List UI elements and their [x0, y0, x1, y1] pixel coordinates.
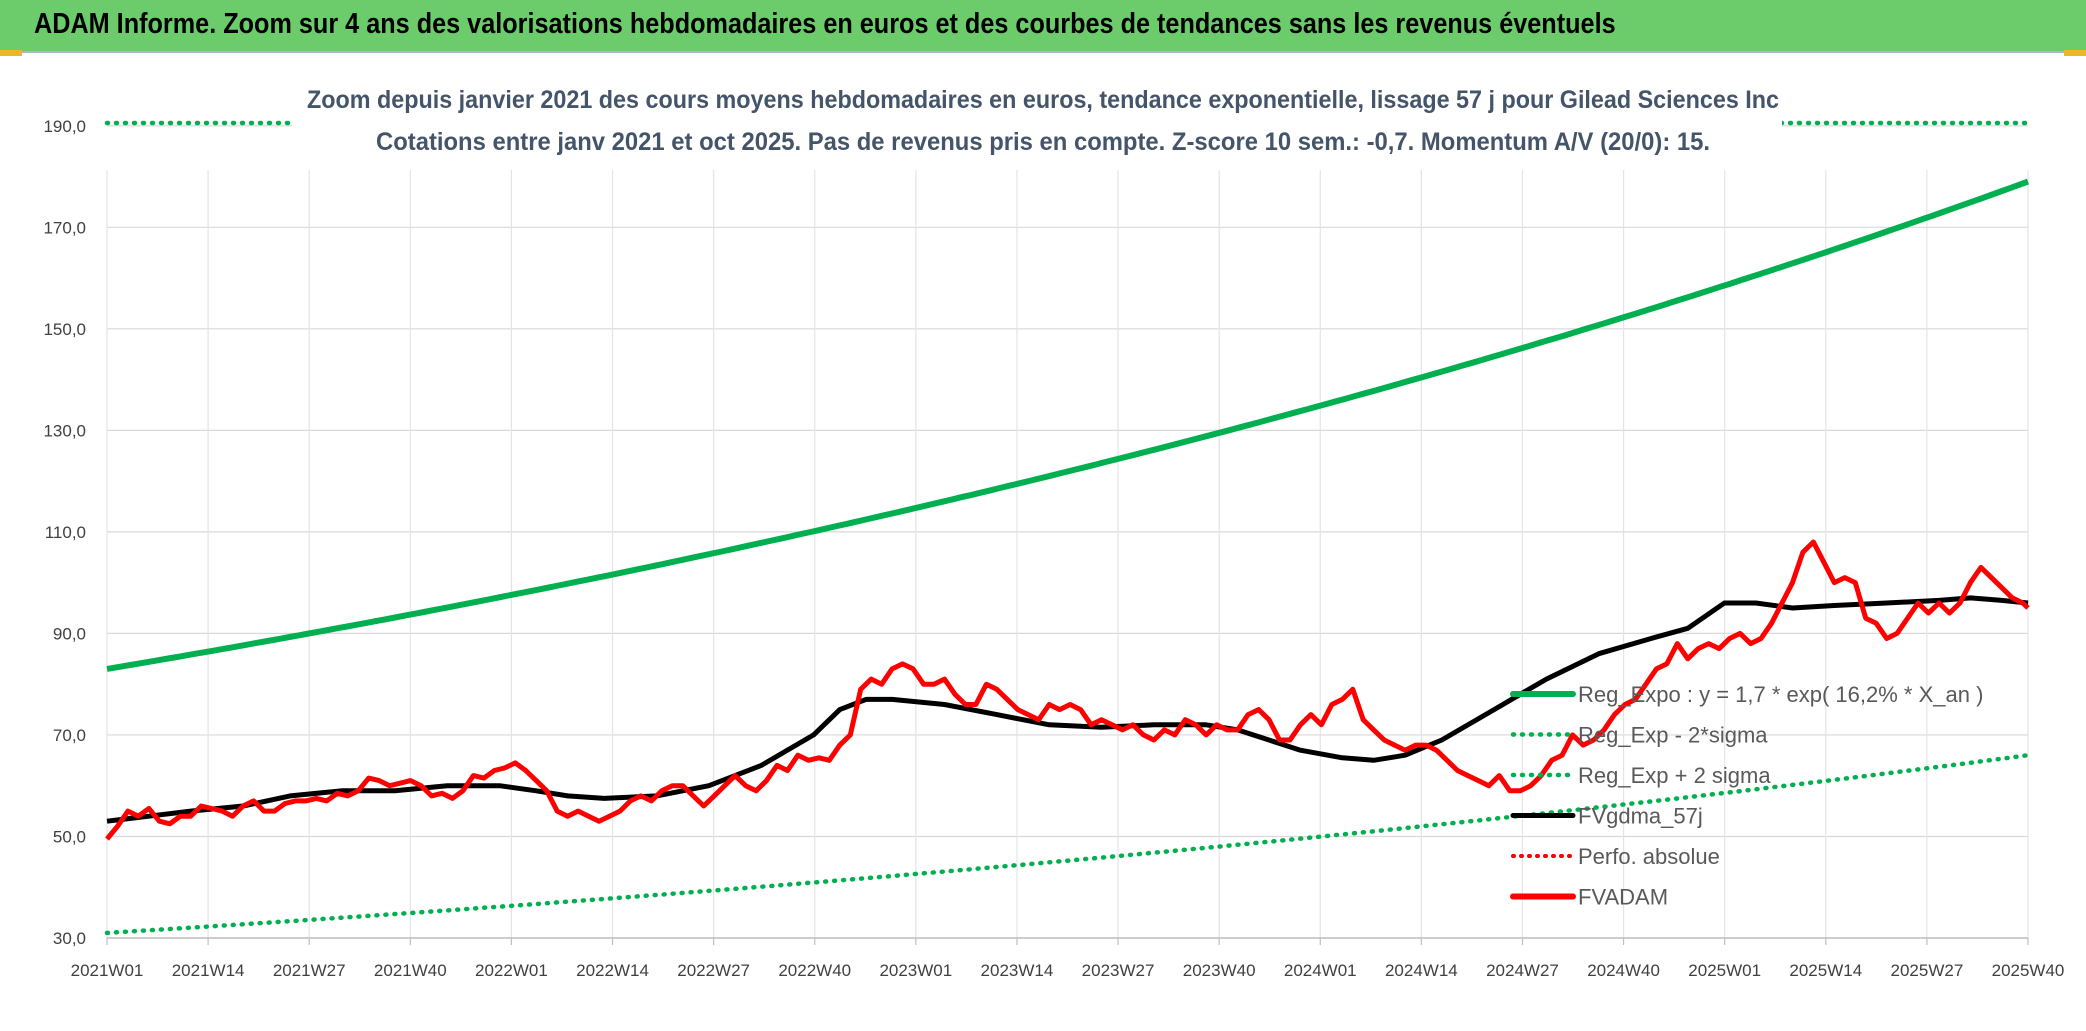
y-axis-ticks: 30,0 50,0 70,0 90,0 110,0 130,0 150,0 170,0 190,…	[43, 117, 86, 948]
x-tick-label: 2021W27	[273, 961, 346, 980]
x-tick-label: 2024W01	[1284, 961, 1357, 980]
legend-label: Reg_Exp - 2*sigma	[1578, 723, 1768, 748]
legend-label: FVADAM	[1578, 885, 1668, 910]
x-tick-label: 2023W27	[1082, 961, 1155, 980]
x-tick-label: 2022W01	[475, 961, 548, 980]
y-tick-label: 130,0	[43, 421, 86, 440]
series-upper-band	[107, 0, 2028, 75]
x-tick-label: 2021W14	[172, 961, 245, 980]
x-tick-label: 2022W27	[677, 961, 750, 980]
title-backdrop	[292, 76, 1782, 162]
x-tick-label: 2025W14	[1789, 961, 1862, 980]
report-title: ADAM Informe. Zoom sur 4 ans des valoris…	[34, 8, 1616, 40]
y-tick-label: 50,0	[53, 827, 86, 846]
y-tick-label: 170,0	[43, 218, 86, 237]
y-tick-label: 70,0	[53, 726, 86, 745]
legend-label: Reg_Expo : y = 1,7 * exp( 16,2% * X_an )	[1578, 682, 1983, 707]
series-reg-expo	[106, 178, 2030, 672]
report-banner: ADAM Informe. Zoom sur 4 ans des valoris…	[0, 0, 2086, 53]
chart-subtitle: Cotations entre janv 2021 et oct 2025. P…	[376, 128, 1710, 156]
x-tick-label: 2024W14	[1385, 961, 1458, 980]
y-tick-label: 30,0	[53, 929, 86, 948]
x-tick-label: 2021W01	[71, 961, 144, 980]
x-tick-label: 2023W01	[879, 961, 952, 980]
legend-label: Perfo. absolue	[1578, 844, 1720, 869]
x-tick-label: 2025W27	[1891, 961, 1964, 980]
series-lower-band	[104, 752, 2031, 936]
x-tick-label: 2022W40	[778, 961, 851, 980]
x-tick-label: 2023W40	[1183, 961, 1256, 980]
y-tick-label: 150,0	[43, 320, 86, 339]
legend-label: FVgdma_57j	[1578, 804, 1703, 829]
x-tick-label: 2025W40	[1992, 961, 2065, 980]
x-tick-label: 2025W01	[1688, 961, 1761, 980]
series-fvadam	[105, 539, 2030, 841]
x-tick-label: 2024W40	[1587, 961, 1660, 980]
y-tick-label: 110,0	[45, 523, 86, 542]
x-axis-ticks: 2021W01 2021W14 2021W27 2021W40 2022W01 2022W…	[71, 961, 2065, 980]
y-tick-label: 90,0	[53, 624, 86, 643]
x-tick-label: 2024W27	[1486, 961, 1559, 980]
corner-mark-right	[2064, 50, 2086, 56]
chart-title: Zoom depuis janvier 2021 des cours moyen…	[307, 86, 1779, 114]
x-tick-label: 2021W40	[374, 961, 447, 980]
x-tick-label: 2023W14	[981, 961, 1054, 980]
legend-label: Reg_Exp + 2 sigma	[1578, 763, 1771, 788]
corner-mark-left	[0, 50, 22, 56]
grid-lines	[106, 125, 2029, 945]
x-tick-label: 2022W14	[576, 961, 649, 980]
chart-legend: Reg_Expo : y = 1,7 * exp( 16,2% * X_an )…	[1510, 682, 1983, 910]
y-tick-label: 190,0	[43, 117, 86, 136]
